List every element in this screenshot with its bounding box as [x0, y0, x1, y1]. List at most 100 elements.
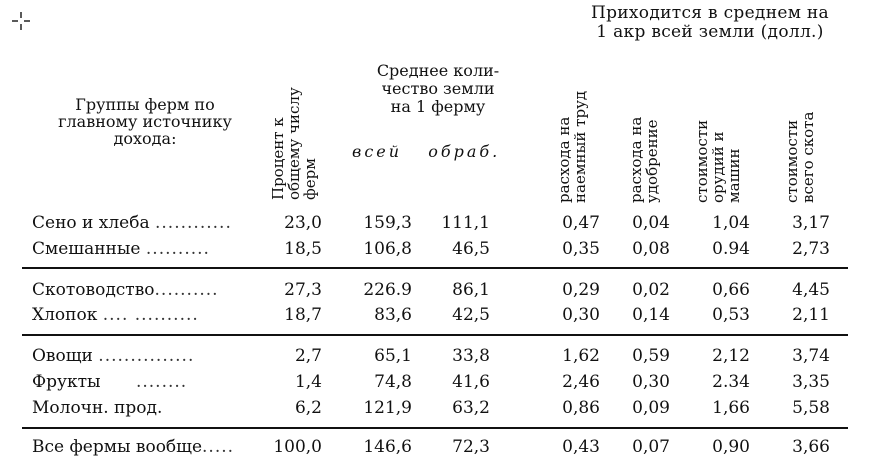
cell-fertilizer: 0,07	[632, 437, 670, 457]
divider	[22, 334, 848, 336]
fertilizer-header-line1: расхода на	[627, 116, 645, 203]
groups-header-line1: Группы ферм по	[75, 95, 215, 114]
leader-dots: ..........	[145, 239, 210, 259]
cell-tools: 0,90	[712, 437, 750, 457]
cell-fertilizer: 0,08	[632, 239, 670, 259]
cell-land-worked: 41,6	[452, 372, 490, 392]
land-header-line3: на 1 ферму	[390, 97, 486, 116]
cell-percent: 23,0	[284, 213, 322, 233]
cell-tools: 0,53	[712, 305, 750, 325]
row-label: Все фермы вообще	[32, 437, 203, 457]
tools-column-header: стоимости орудий и машин	[693, 119, 743, 203]
groups-header-line3: дохода:	[113, 129, 177, 148]
table-row: Хлопок .... .......... 18,7 83,6 42,5 0,…	[0, 304, 871, 326]
leader-dots: ............	[155, 213, 232, 233]
cell-land-all: 159,3	[363, 213, 412, 233]
cell-livestock: 4,45	[792, 280, 830, 300]
row-label: Овощи	[32, 346, 93, 366]
row-label: Сено и хлеба	[32, 213, 150, 233]
cell-labor: 1,62	[562, 346, 600, 366]
leader-dots: .....	[202, 437, 235, 457]
leader-dots: .... ..........	[102, 305, 199, 325]
row-label: Скотоводство	[32, 280, 155, 300]
cell-land-all: 146,6	[363, 437, 412, 457]
table-row: Сено и хлеба ............ 23,0 159,3 111…	[0, 212, 871, 234]
row-label: Фрукты	[32, 372, 101, 392]
row-label: Смешанные	[32, 239, 141, 259]
leader-dots: ........	[135, 372, 188, 392]
cell-percent: 100,0	[273, 437, 322, 457]
tools-header-line2: орудий и	[709, 131, 727, 203]
cell-livestock: 3,35	[792, 372, 830, 392]
labor-header-line2: наемный труд	[571, 90, 589, 203]
row-label: Хлопок	[32, 305, 98, 325]
cell-percent: 6,2	[294, 398, 322, 418]
cell-livestock: 2,73	[792, 239, 830, 259]
cell-labor: 2,46	[562, 372, 600, 392]
cell-labor: 0,43	[562, 437, 600, 457]
livestock-header-line2: всего скота	[799, 111, 817, 203]
table-row: Скотоводство.......... 27,3 226.9 86,1 0…	[0, 279, 871, 301]
cell-land-worked: 63,2	[452, 398, 490, 418]
cell-land-all: 65,1	[374, 346, 412, 366]
percent-column-header: Процент к общему числу ферм	[269, 87, 319, 200]
cell-labor: 0,35	[562, 239, 600, 259]
leader-dots: ...............	[98, 346, 195, 366]
divider	[22, 427, 848, 429]
per-acre-header-line1: Приходится в среднем на	[590, 3, 829, 23]
livestock-column-header: стоимости всего скота	[783, 111, 817, 203]
cell-labor: 0,29	[562, 280, 600, 300]
cell-percent: 18,5	[284, 239, 322, 259]
land-header-line1: Среднее коли-	[376, 61, 500, 80]
cell-tools: 1,66	[712, 398, 750, 418]
cell-fertilizer: 0,02	[632, 280, 670, 300]
tools-header-line1: стоимости	[693, 119, 711, 203]
cell-livestock: 3,66	[792, 437, 830, 457]
cell-fertilizer: 0,09	[632, 398, 670, 418]
percent-header-line3: ферм	[301, 158, 319, 200]
cell-land-worked: 42,5	[452, 305, 490, 325]
tools-header-line3: машин	[725, 148, 743, 203]
cell-livestock: 3,74	[792, 346, 830, 366]
row-label: Молочн. прод.	[32, 398, 163, 418]
livestock-header-line1: стоимости	[783, 119, 801, 203]
cell-percent: 27,3	[284, 280, 322, 300]
table-row: Смешанные .......... 18,5 106,8 46,5 0,3…	[0, 238, 871, 260]
land-column-header: Среднее коли- чество земли на 1 ферму	[338, 62, 538, 116]
cell-labor: 0,30	[562, 305, 600, 325]
fertilizer-header-line2: удобрение	[643, 119, 661, 203]
cell-percent: 1,4	[294, 372, 322, 392]
labor-column-header: расхода на наемный труд	[555, 90, 589, 203]
cell-fertilizer: 0,14	[632, 305, 670, 325]
divider	[22, 267, 848, 269]
groups-column-header: Группы ферм по главному источнику дохода…	[20, 96, 270, 147]
table-row: Молочн. прод. 6,2 121,9 63,2 0,86 0,09 1…	[0, 397, 871, 419]
cell-land-all: 106,8	[363, 239, 412, 259]
cell-land-worked: 46,5	[452, 239, 490, 259]
cell-land-all: 226.9	[363, 280, 412, 300]
land-all-subheader: всей	[352, 142, 403, 161]
per-acre-header: Приходится в среднем на 1 акр всей земли…	[560, 4, 860, 42]
cell-land-worked: 72,3	[452, 437, 490, 457]
cell-land-all: 74,8	[374, 372, 412, 392]
cell-percent: 18,7	[284, 305, 322, 325]
percent-header-line2: общему числу	[285, 87, 303, 200]
per-acre-header-line2: 1 акр всей земли (долл.)	[596, 22, 824, 42]
labor-header-line1: расхода на	[555, 116, 573, 203]
cell-labor: 0,86	[562, 398, 600, 418]
table-row: Фрукты ........ 1,4 74,8 41,6 2,46 0,30 …	[0, 371, 871, 393]
cell-fertilizer: 0,59	[632, 346, 670, 366]
cell-livestock: 2,11	[792, 305, 830, 325]
cell-tools: 0.94	[712, 239, 750, 259]
cell-tools: 2,12	[712, 346, 750, 366]
land-worked-subheader: обраб.	[428, 142, 501, 161]
cell-land-worked: 86,1	[452, 280, 490, 300]
fertilizer-column-header: расхода на удобрение	[627, 116, 661, 203]
cell-land-worked: 111,1	[441, 213, 490, 233]
percent-header-line1: Процент к	[269, 117, 287, 200]
cell-tools: 2.34	[712, 372, 750, 392]
land-subheaders: всей обраб.	[352, 142, 532, 161]
cell-percent: 2,7	[294, 346, 322, 366]
cell-land-all: 121,9	[363, 398, 412, 418]
crosshair-icon	[12, 12, 30, 30]
